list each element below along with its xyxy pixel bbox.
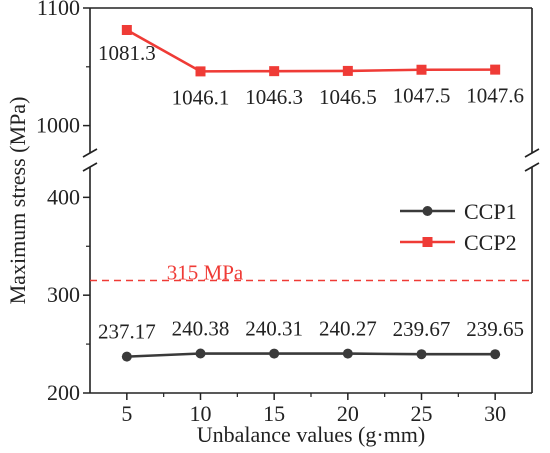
x-tick-label: 30	[484, 401, 506, 426]
y-tick-label: 400	[47, 184, 80, 209]
data-point-ccp2	[269, 66, 280, 77]
data-point-ccp1	[121, 351, 132, 362]
data-label-ccp1: 240.38	[172, 316, 230, 340]
data-label-ccp2: 1081.3	[98, 41, 156, 65]
data-label-ccp1: 239.67	[393, 317, 451, 341]
data-label-ccp2: 1046.1	[172, 85, 230, 109]
data-label-ccp2: 1047.5	[393, 84, 451, 108]
series-line-ccp2	[126, 28, 496, 73]
axis-break-mark	[524, 148, 540, 158]
y-tick-label: 1000	[36, 113, 80, 138]
data-label-ccp1: 239.65	[466, 317, 524, 341]
data-label-ccp2: 1046.5	[319, 85, 377, 109]
axis-break-mark	[82, 148, 98, 158]
axis-break-mark	[82, 162, 98, 172]
legend-marker-ccp2	[422, 237, 433, 247]
y-tick-label: 1100	[37, 0, 80, 20]
data-label-ccp1: 240.27	[319, 317, 377, 341]
series-line-ccp1	[126, 352, 496, 358]
legend-marker-ccp1	[422, 206, 433, 216]
data-label-ccp2: 1047.6	[466, 84, 524, 108]
y-tick-label: 300	[47, 282, 80, 307]
x-tick-label: 25	[411, 401, 433, 426]
data-label-ccp2: 1046.3	[245, 85, 303, 109]
data-point-ccp2	[490, 64, 501, 75]
data-point-ccp1	[490, 349, 501, 360]
data-point-ccp1	[416, 349, 427, 360]
data-point-ccp1	[269, 348, 280, 359]
legend-label-ccp1: CCP1	[464, 199, 517, 224]
data-point-ccp2	[121, 24, 132, 35]
axis-break-mark	[524, 162, 540, 172]
x-tick-label: 15	[263, 401, 285, 426]
legend-label-ccp2: CCP2	[464, 230, 517, 255]
data-point-ccp2	[342, 65, 353, 76]
x-axis-title: Unbalance values (g·mm)	[197, 422, 425, 447]
data-point-ccp1	[342, 348, 353, 359]
data-label-ccp1: 240.31	[245, 317, 303, 341]
x-tick-label: 20	[337, 401, 359, 426]
data-label-ccp1: 237.17	[98, 320, 156, 344]
y-axis-title: Maximum stress (MPa)	[5, 97, 30, 305]
reference-line-label: 315 MPa	[167, 261, 244, 285]
x-tick-label: 5	[121, 401, 132, 426]
data-point-ccp2	[195, 66, 206, 77]
data-point-ccp1	[195, 348, 206, 359]
x-tick-label: 10	[190, 401, 212, 426]
data-point-ccp2	[416, 64, 427, 75]
y-tick-label: 200	[47, 380, 80, 405]
